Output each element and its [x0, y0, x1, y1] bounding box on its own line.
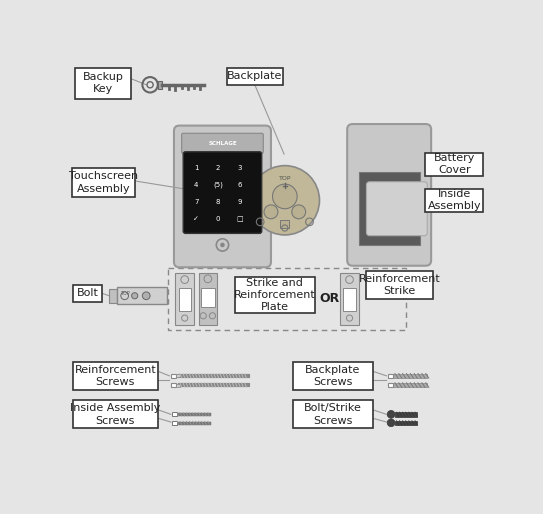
Text: ✓: ✓ [193, 216, 199, 222]
Text: 2: 2 [216, 165, 220, 171]
Text: □: □ [236, 216, 243, 222]
Circle shape [292, 205, 306, 219]
FancyBboxPatch shape [73, 400, 158, 428]
Text: Touchscreen
Assembly: Touchscreen Assembly [70, 171, 138, 194]
Text: Strike and
Reinforcement
Plate: Strike and Reinforcement Plate [234, 278, 315, 313]
Bar [109, 289, 117, 303]
FancyBboxPatch shape [72, 168, 135, 197]
Bar [393, 374, 427, 378]
Bar [176, 383, 180, 387]
Bar [343, 288, 356, 311]
FancyBboxPatch shape [293, 400, 372, 428]
Text: Backplate
Screws: Backplate Screws [305, 364, 360, 387]
FancyBboxPatch shape [235, 277, 315, 313]
Bar [199, 272, 217, 325]
FancyBboxPatch shape [347, 124, 431, 266]
FancyBboxPatch shape [174, 125, 271, 267]
Circle shape [250, 166, 319, 235]
Bar [171, 383, 176, 388]
Bar [171, 374, 176, 378]
Bar [175, 272, 194, 325]
Text: OR: OR [319, 292, 339, 305]
Bar [280, 221, 289, 228]
Text: Battery
Cover: Battery Cover [433, 153, 475, 175]
Circle shape [387, 411, 395, 418]
Text: 4: 4 [194, 182, 199, 188]
Circle shape [142, 292, 150, 300]
FancyBboxPatch shape [73, 285, 102, 302]
Bar [340, 272, 359, 325]
Text: TOP: TOP [279, 176, 291, 181]
Bar [395, 412, 416, 417]
Circle shape [131, 292, 138, 299]
Circle shape [387, 419, 395, 427]
Bar [158, 81, 162, 88]
Bar [393, 383, 427, 388]
Bar [173, 412, 177, 416]
Bar [173, 421, 177, 425]
Bar [388, 374, 393, 378]
Circle shape [264, 205, 278, 219]
FancyBboxPatch shape [365, 271, 433, 299]
Text: Bolt: Bolt [77, 288, 99, 299]
Bar [359, 172, 420, 245]
FancyBboxPatch shape [425, 189, 483, 212]
Text: 8: 8 [216, 199, 220, 205]
FancyBboxPatch shape [182, 133, 263, 153]
FancyBboxPatch shape [367, 182, 427, 236]
FancyBboxPatch shape [73, 362, 158, 390]
FancyBboxPatch shape [183, 152, 262, 233]
Text: (5): (5) [213, 181, 223, 188]
Bar [117, 287, 167, 304]
Text: Inside
Assembly: Inside Assembly [427, 189, 481, 211]
Text: 0: 0 [216, 216, 220, 222]
Text: SCHLAGE: SCHLAGE [208, 141, 237, 146]
Text: 9: 9 [237, 199, 242, 205]
FancyBboxPatch shape [75, 68, 131, 99]
FancyBboxPatch shape [227, 68, 282, 85]
Bar [395, 420, 416, 425]
Text: 6: 6 [237, 182, 242, 188]
Text: Reinforcement
Screws: Reinforcement Screws [74, 364, 156, 387]
Text: TOP: TOP [120, 291, 130, 296]
Bar [201, 288, 215, 306]
Bar [388, 383, 393, 388]
Circle shape [273, 184, 297, 209]
FancyBboxPatch shape [425, 153, 483, 176]
Text: Bolt/Strike
Screws: Bolt/Strike Screws [304, 403, 362, 426]
Text: 3: 3 [237, 165, 242, 171]
Bar [176, 374, 180, 377]
Circle shape [220, 243, 225, 247]
Text: Backplate: Backplate [227, 71, 282, 81]
Bar [179, 288, 191, 311]
Text: 1: 1 [194, 165, 199, 171]
FancyBboxPatch shape [293, 362, 372, 390]
Text: Inside Assembly
Screws: Inside Assembly Screws [70, 403, 161, 426]
Text: 7: 7 [194, 199, 199, 205]
Text: Reinforcement
Strike: Reinforcement Strike [359, 274, 440, 296]
Text: Backup
Key: Backup Key [83, 72, 124, 95]
